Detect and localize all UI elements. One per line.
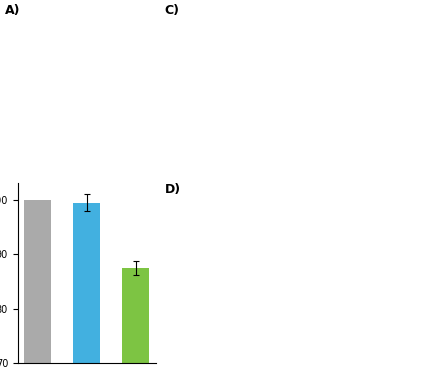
- Bar: [24, 200, 51, 367]
- Bar: [73, 203, 100, 367]
- Text: C): C): [165, 4, 180, 17]
- Text: D): D): [165, 184, 181, 196]
- Text: A): A): [4, 4, 20, 17]
- Bar: [122, 268, 150, 367]
